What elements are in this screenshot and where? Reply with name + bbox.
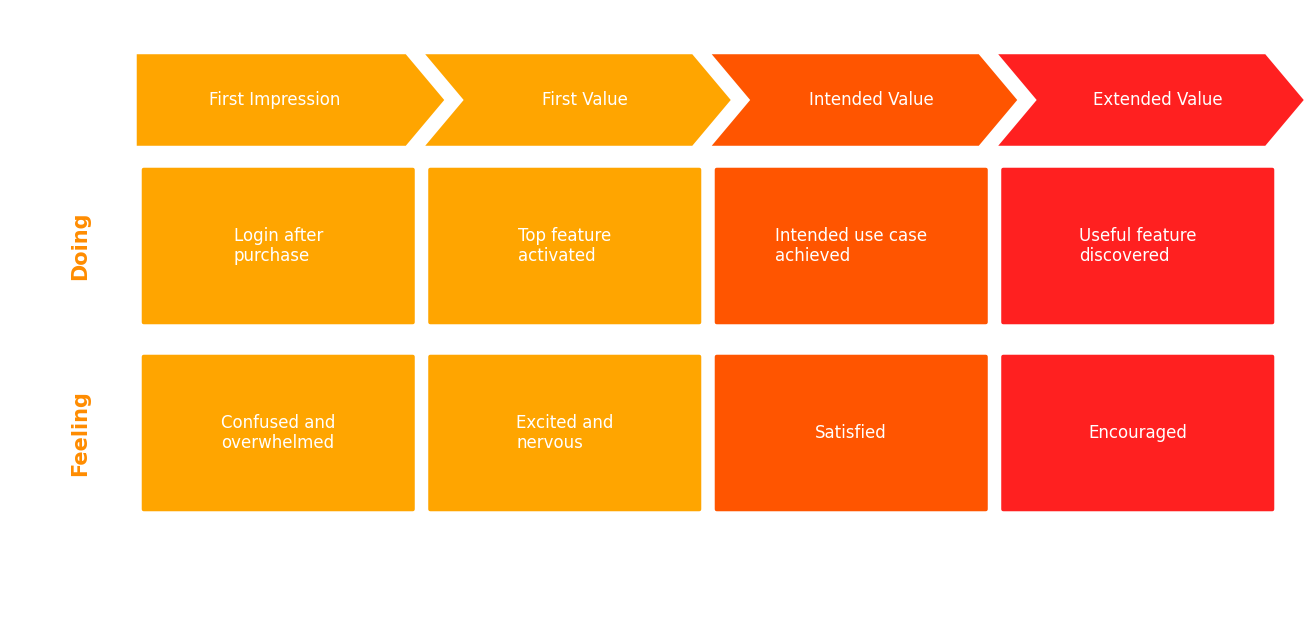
Text: Excited and
nervous: Excited and nervous [516,413,614,452]
Text: Intended use case
achieved: Intended use case achieved [776,227,927,265]
Text: Encouraged: Encouraged [1088,424,1187,442]
Polygon shape [994,53,1306,148]
FancyBboxPatch shape [713,353,990,513]
Text: Satisfied: Satisfied [815,424,887,442]
Text: Feeling: Feeling [71,390,90,476]
Text: Confused and
overwhelmed: Confused and overwhelmed [221,413,336,452]
FancyBboxPatch shape [140,166,417,326]
FancyBboxPatch shape [140,353,417,513]
Text: Login after
purchase: Login after purchase [234,227,323,265]
Polygon shape [708,53,1020,148]
Text: Extended Value: Extended Value [1093,91,1222,109]
FancyBboxPatch shape [999,353,1276,513]
Text: Doing: Doing [71,212,90,280]
FancyBboxPatch shape [427,353,703,513]
Text: Useful feature
discovered: Useful feature discovered [1079,227,1196,265]
Text: First Impression: First Impression [209,91,341,109]
Polygon shape [135,53,447,148]
Text: First Value: First Value [542,91,628,109]
FancyBboxPatch shape [999,166,1276,326]
FancyBboxPatch shape [713,166,990,326]
Polygon shape [422,53,733,148]
Text: Intended Value: Intended Value [810,91,934,109]
Text: Top feature
activated: Top feature activated [518,227,611,265]
FancyBboxPatch shape [427,166,703,326]
